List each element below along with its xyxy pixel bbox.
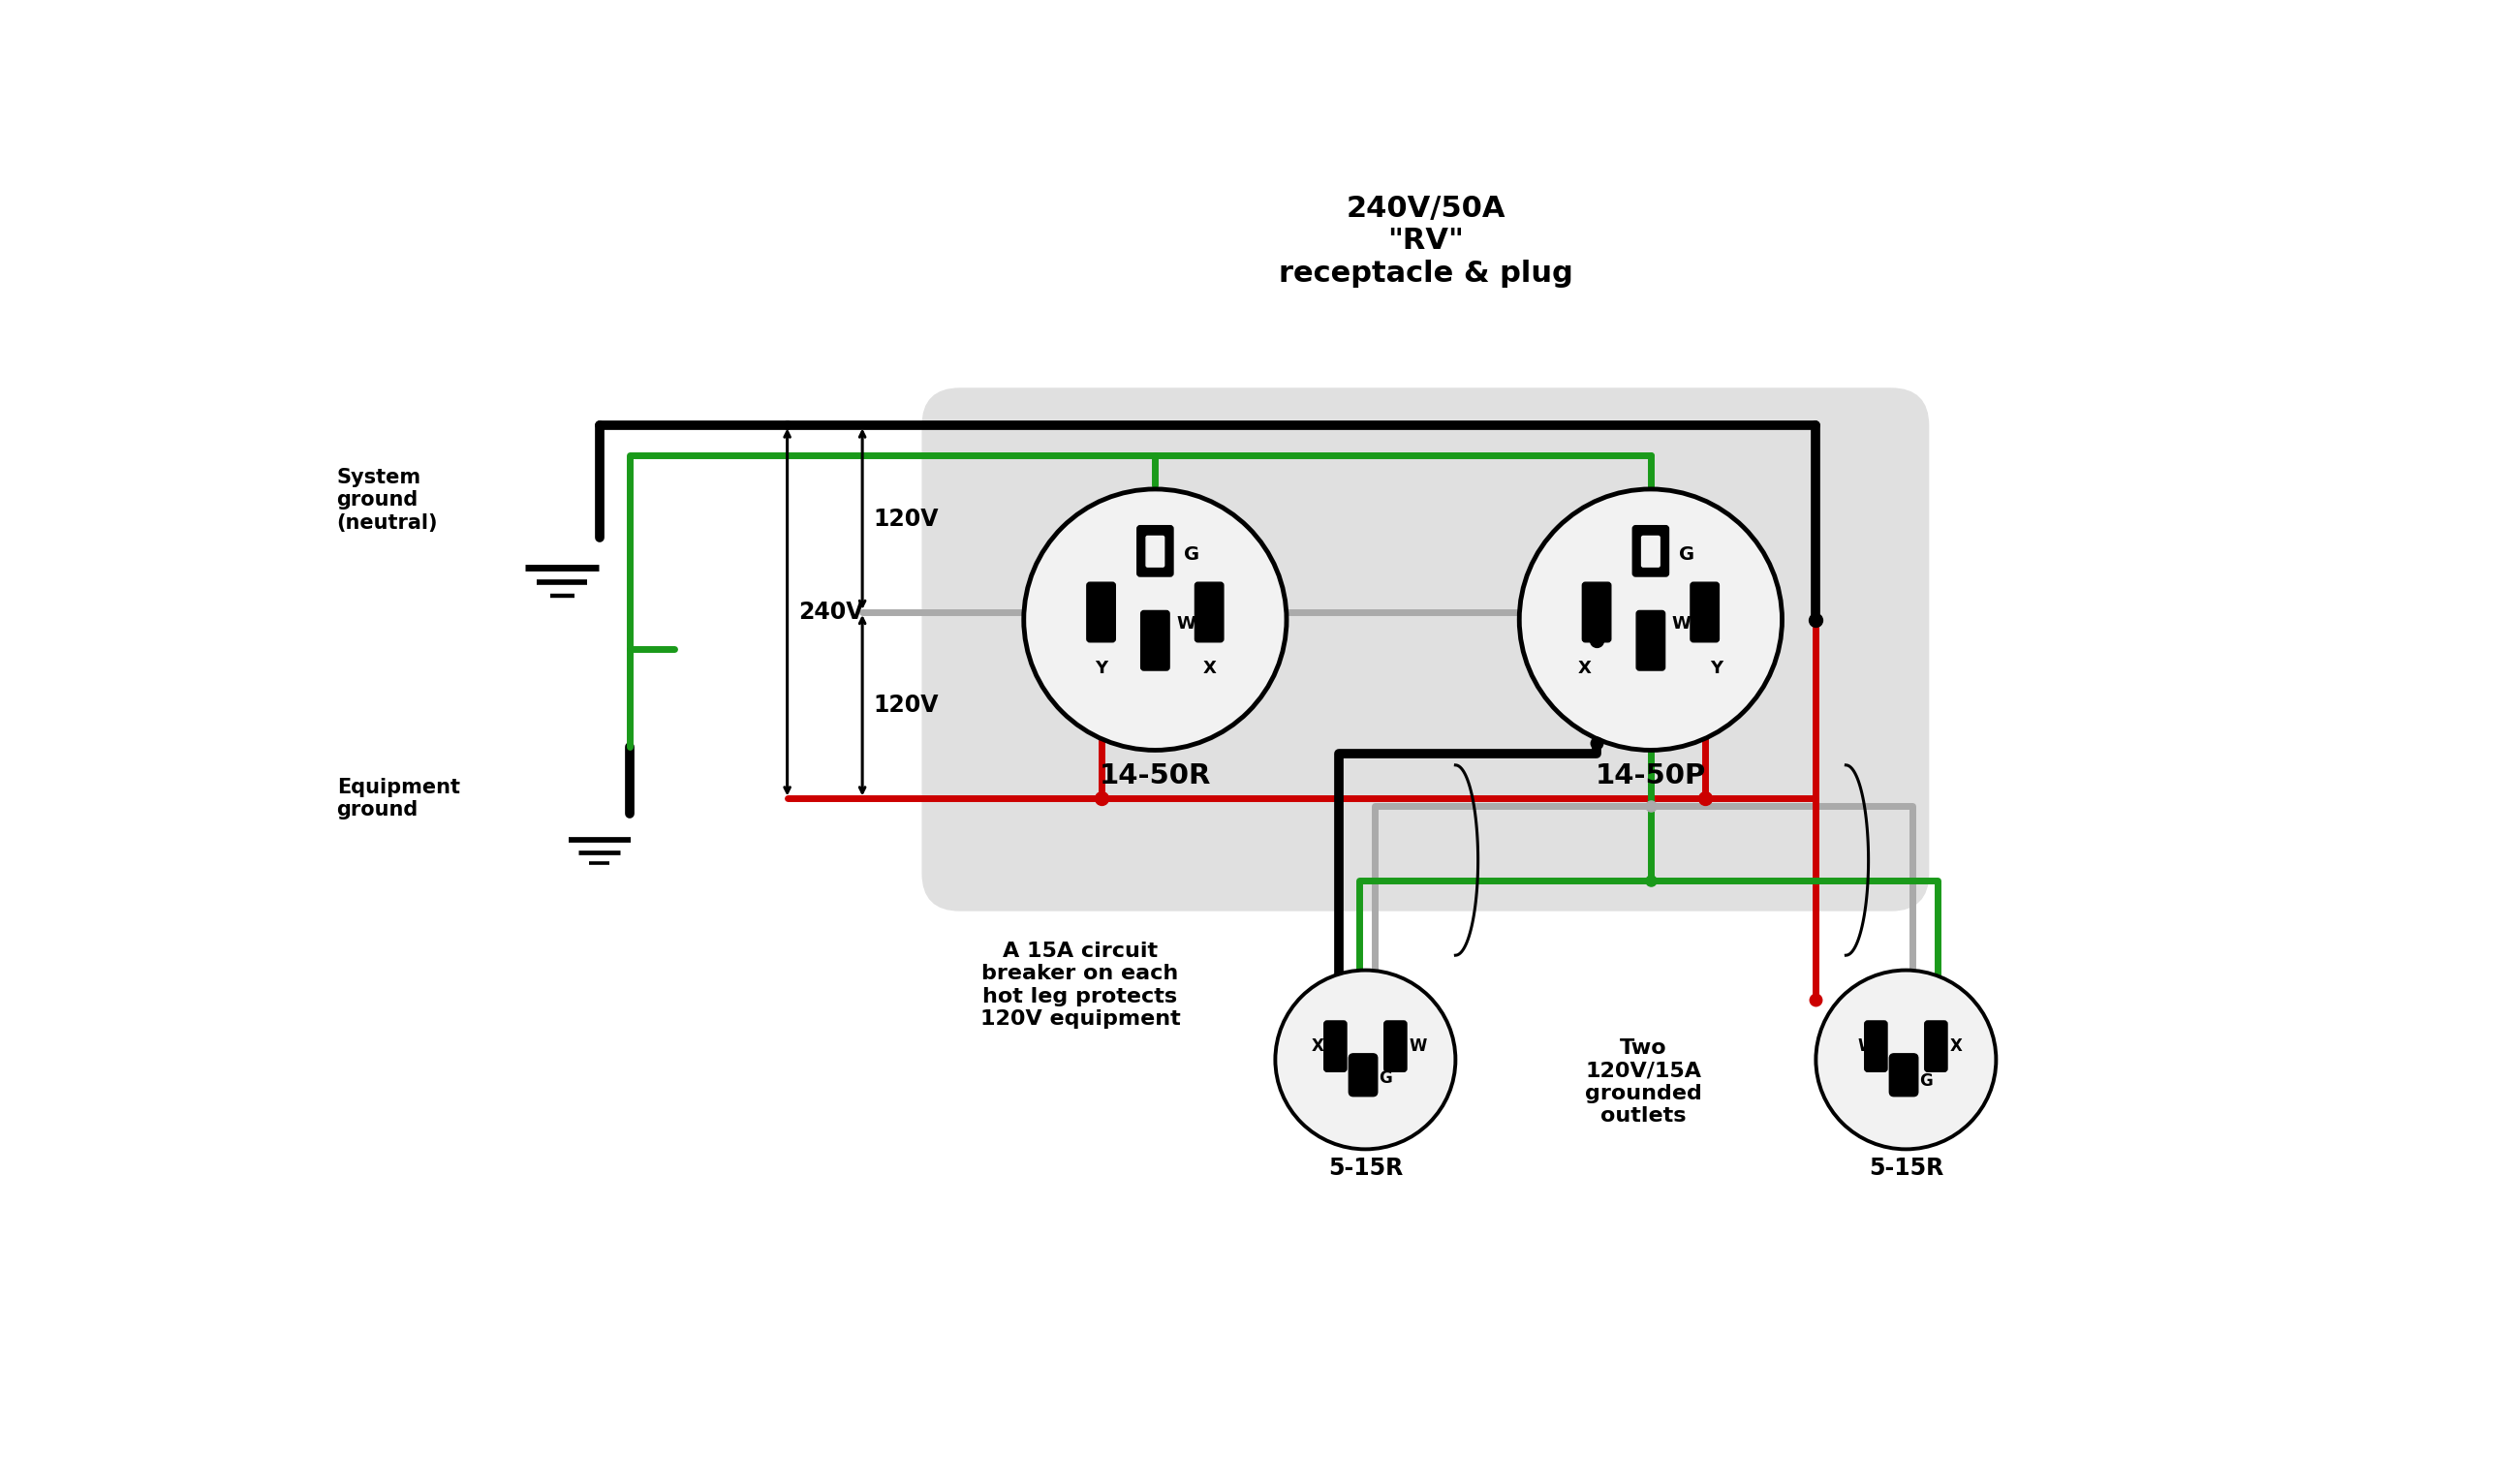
Text: System
ground
(neutral): System ground (neutral) — [337, 467, 437, 533]
Text: W: W — [1672, 614, 1692, 632]
FancyBboxPatch shape — [1689, 582, 1720, 643]
FancyBboxPatch shape — [1385, 1021, 1408, 1071]
FancyBboxPatch shape — [1194, 582, 1224, 643]
FancyBboxPatch shape — [1146, 536, 1164, 567]
FancyBboxPatch shape — [1325, 1021, 1348, 1071]
Circle shape — [1275, 971, 1456, 1149]
Text: W: W — [1177, 614, 1197, 632]
Circle shape — [1518, 490, 1782, 751]
Text: W: W — [1858, 1037, 1875, 1055]
Text: X: X — [1948, 1037, 1961, 1055]
Text: Y: Y — [1710, 660, 1722, 677]
FancyBboxPatch shape — [1637, 611, 1664, 671]
FancyBboxPatch shape — [1136, 525, 1174, 576]
Text: 240V/50A
"RV"
receptacle & plug: 240V/50A "RV" receptacle & plug — [1277, 194, 1574, 288]
Text: 5-15R: 5-15R — [1868, 1158, 1943, 1180]
FancyBboxPatch shape — [1632, 525, 1669, 576]
Text: 120V: 120V — [872, 508, 940, 531]
Text: G: G — [1378, 1070, 1393, 1088]
Text: X: X — [1202, 660, 1217, 677]
FancyBboxPatch shape — [1926, 1021, 1948, 1071]
Circle shape — [1023, 490, 1287, 751]
Text: Y: Y — [1094, 660, 1109, 677]
Text: 240V: 240V — [799, 601, 865, 623]
FancyBboxPatch shape — [1581, 582, 1611, 643]
FancyBboxPatch shape — [1642, 536, 1659, 567]
FancyBboxPatch shape — [1350, 1054, 1378, 1097]
Text: X: X — [1579, 660, 1591, 677]
Text: 5-15R: 5-15R — [1327, 1158, 1403, 1180]
Text: W: W — [1408, 1037, 1428, 1055]
Text: G: G — [1184, 546, 1199, 564]
Text: 14-50P: 14-50P — [1596, 763, 1707, 789]
Text: G: G — [1921, 1071, 1933, 1089]
FancyBboxPatch shape — [923, 389, 1928, 911]
FancyBboxPatch shape — [1891, 1054, 1918, 1097]
FancyBboxPatch shape — [1086, 582, 1116, 643]
Text: Equipment
ground: Equipment ground — [337, 778, 460, 819]
Circle shape — [1815, 971, 1996, 1149]
Text: A 15A circuit
breaker on each
hot leg protects
120V equipment: A 15A circuit breaker on each hot leg pr… — [980, 942, 1179, 1028]
Text: X: X — [1312, 1037, 1325, 1055]
Text: G: G — [1679, 546, 1694, 564]
Text: Two
120V/15A
grounded
outlets: Two 120V/15A grounded outlets — [1584, 1039, 1702, 1125]
Text: 14-50R: 14-50R — [1099, 763, 1212, 789]
FancyBboxPatch shape — [1865, 1021, 1888, 1071]
Text: 120V: 120V — [872, 695, 940, 717]
FancyBboxPatch shape — [1141, 611, 1169, 671]
